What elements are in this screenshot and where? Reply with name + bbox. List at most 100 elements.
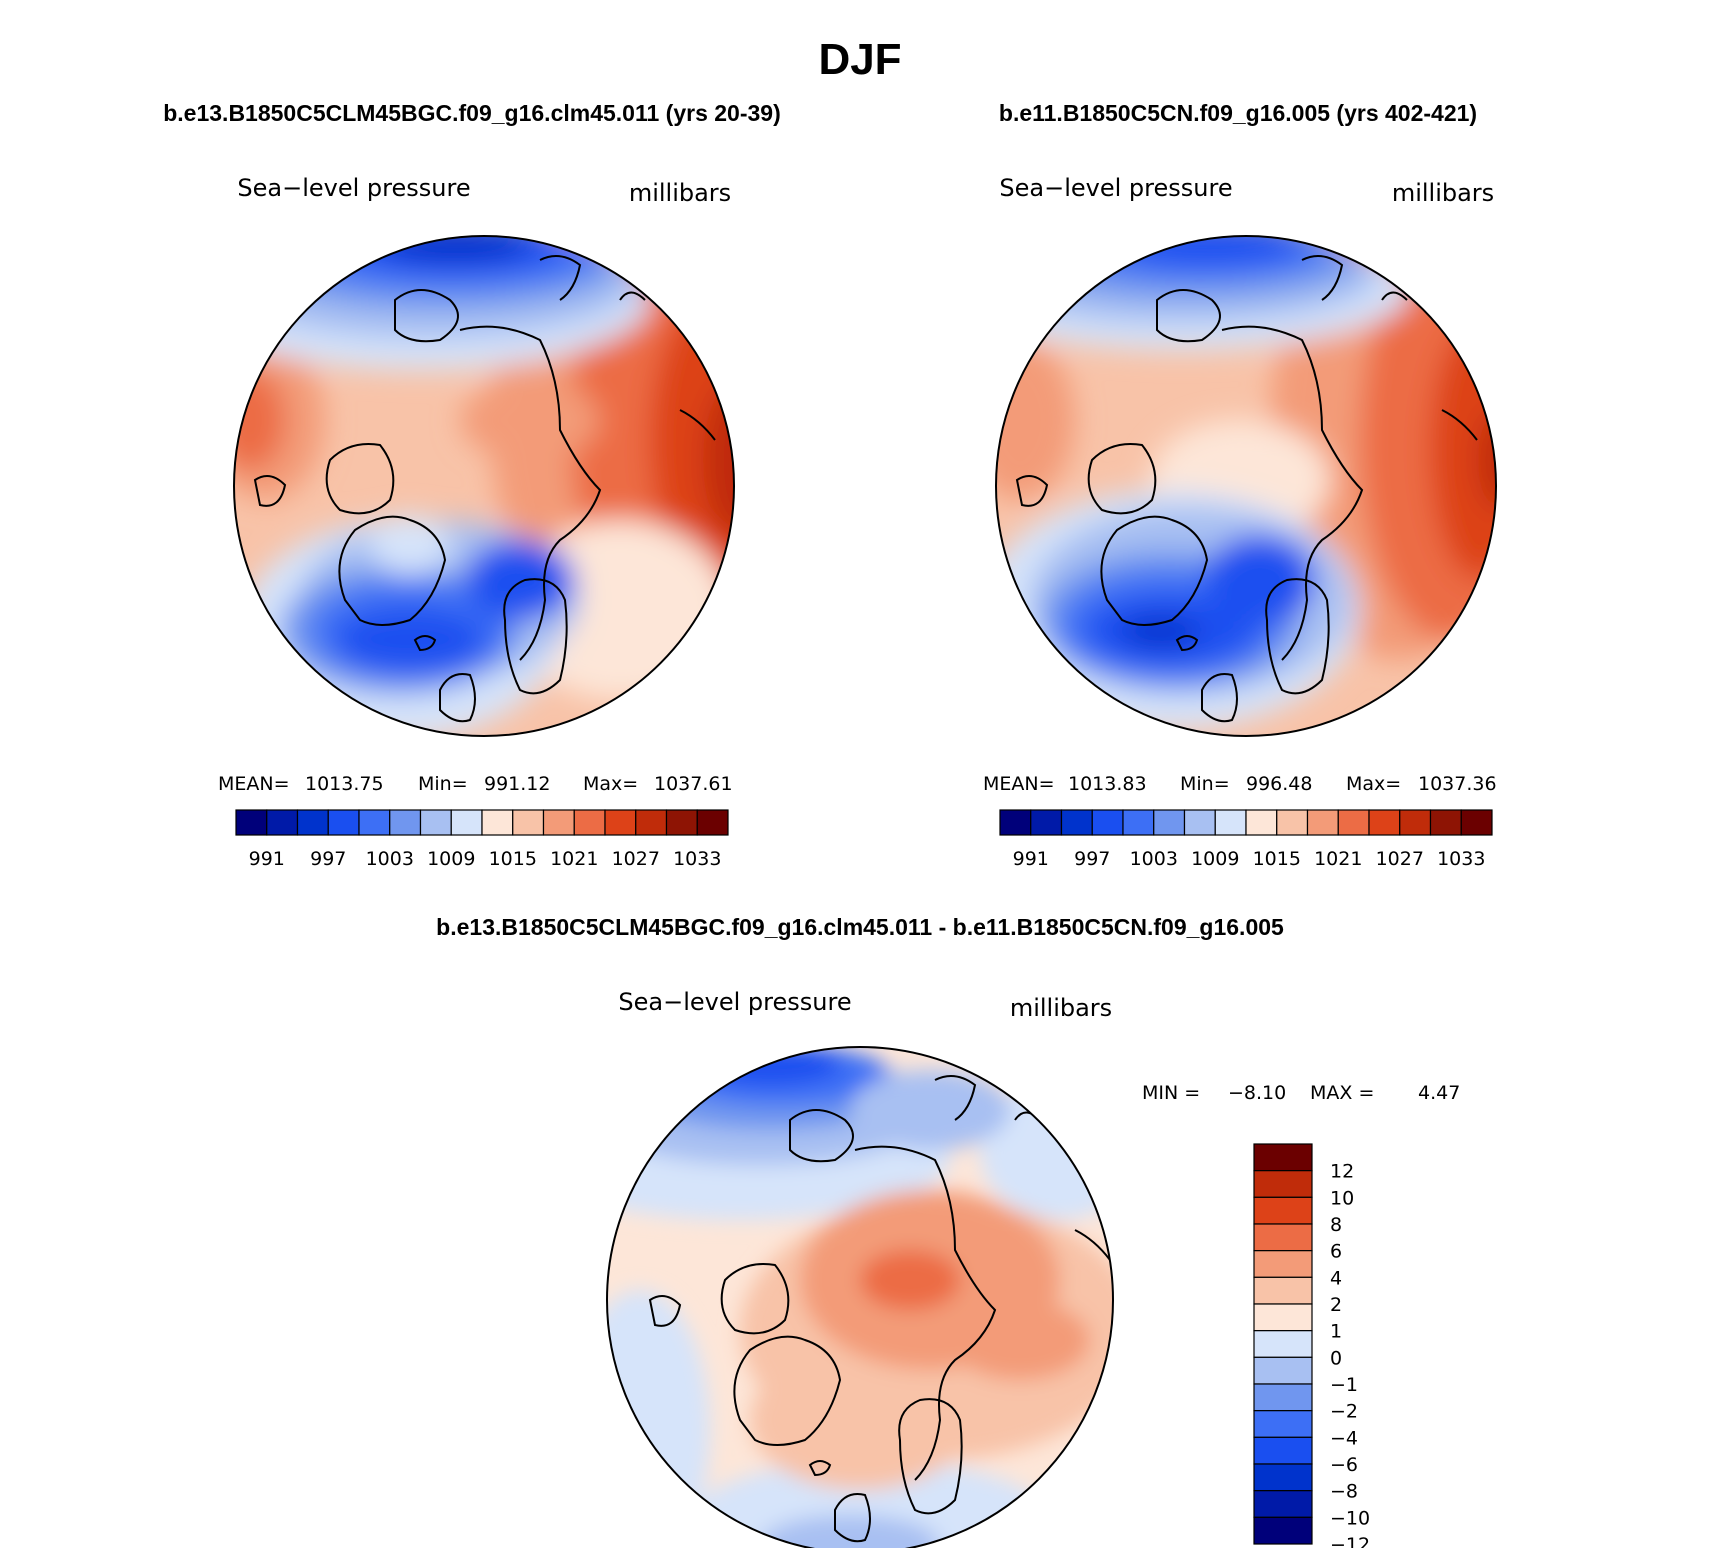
page-title: DJF (818, 35, 901, 84)
case2-min-label: Min= (1180, 773, 1230, 795)
case1-colorbar-box-4 (358, 809, 391, 836)
case2-colorbar-box-15 (1460, 809, 1493, 836)
case2-colorbar-box-12 (1368, 809, 1401, 836)
diff-colorbar-label-13: −10 (1330, 1507, 1370, 1529)
diff-title: b.e13.B1850C5CLM45BGC.f09_g16.clm45.011 … (436, 914, 1284, 940)
case1-units-label: millibars (629, 179, 731, 207)
case1-colorbar-box-5 (389, 809, 422, 836)
case1-colorbar-label-4: 1015 (489, 848, 537, 870)
diff-colorbar-box-5 (1253, 1276, 1313, 1305)
diff-variable-label: Sea−level pressure (618, 988, 851, 1016)
case1-colorbar-label-1: 997 (310, 848, 346, 870)
case1-colorbar-box-1 (266, 809, 299, 836)
diff-colorbar-box-10 (1253, 1410, 1313, 1438)
diff-max-value: 4.47 (1418, 1082, 1460, 1104)
case1-colorbar-label-6: 1027 (612, 848, 660, 870)
diff-min-value: −8.10 (1228, 1082, 1286, 1104)
case1-colorbar-label-0: 991 (249, 848, 285, 870)
diff-colorbar-box-1 (1253, 1170, 1313, 1198)
case2-title: b.e11.B1850C5CN.f09_g16.005 (yrs 402-421… (999, 100, 1477, 126)
case2-field-layers (996, 236, 1496, 730)
diff-colorbar-label-12: −8 (1330, 1481, 1358, 1503)
diff-colorbar-box-7 (1253, 1330, 1313, 1358)
diff-colorbar-box-9 (1253, 1383, 1313, 1412)
case2-colorbar-box-5 (1153, 809, 1186, 836)
diff-colorbar-box-2 (1253, 1196, 1313, 1225)
case2-colorbar-label-5: 1021 (1314, 848, 1362, 870)
diff-colorbar-box-3 (1253, 1223, 1313, 1252)
case2-stats: MEAN= 1013.83 Min= 996.48 Max= 1037.36 (983, 773, 1497, 795)
diff-map-border (606, 1046, 1114, 1548)
case2-colorbar-box-6 (1183, 809, 1216, 836)
diff-colorbar-label-0: 12 (1330, 1161, 1354, 1183)
case1-colorbar-box-7 (450, 809, 483, 836)
case1-stats: MEAN= 1013.75 Min= 991.12 Max= 1037.61 (218, 773, 733, 795)
case1-title: b.e13.B1850C5CLM45BGC.f09_g16.clm45.011 … (163, 100, 781, 126)
case2-colorbar-label-7: 1033 (1437, 848, 1485, 870)
case2-colorbar-box-13 (1399, 809, 1432, 836)
panel-case1: b.e13.B1850C5CLM45BGC.f09_g16.clm45.011 … (163, 100, 781, 870)
case2-max-value: 1037.36 (1418, 773, 1497, 795)
case1-colorbar-box-14 (665, 809, 698, 836)
case2-colorbar-labels: 991 997 1003 1009 1015 1021 1027 1033 (1013, 848, 1486, 870)
case2-colorbar-box-11 (1337, 809, 1370, 836)
diff-colorbar-label-8: −1 (1330, 1374, 1358, 1396)
case2-map-border (995, 235, 1497, 737)
diff-colorbar-box-14 (1253, 1516, 1313, 1545)
case2-colorbar-label-2: 1003 (1130, 848, 1178, 870)
case1-variable-label: Sea−level pressure (237, 174, 470, 202)
case2-variable-label: Sea−level pressure (999, 174, 1232, 202)
case2-min-value: 996.48 (1246, 773, 1312, 795)
diff-colorbar-label-9: −2 (1330, 1401, 1358, 1423)
diff-colorbar-label-4: 4 (1330, 1267, 1342, 1289)
diff-colorbar-box-0 (1253, 1143, 1313, 1172)
case1-colorbar-box-6 (419, 809, 452, 836)
case2-colorbar-box-9 (1276, 809, 1309, 836)
case1-colorbar-labels: 991 997 1003 1009 1015 1021 1027 1033 (249, 848, 722, 870)
diff-colorbar-label-5: 2 (1330, 1294, 1342, 1316)
panel-diff: b.e13.B1850C5CLM45BGC.f09_g16.clm45.011 … (436, 914, 1460, 1548)
diff-colorbar-label-1: 10 (1330, 1187, 1354, 1209)
case1-colorbar-box-3 (327, 809, 360, 836)
diff-colorbar-label-2: 8 (1330, 1214, 1342, 1236)
case1-colorbar-box-13 (635, 809, 668, 836)
case2-mean-label: MEAN= (983, 773, 1055, 795)
case2-mean-value: 1013.83 (1068, 773, 1147, 795)
diff-colorbar-label-14: −12 (1330, 1534, 1370, 1548)
case2-coastlines (1015, 255, 1478, 723)
diff-colorbar-label-10: −4 (1330, 1427, 1358, 1449)
case1-colorbar-box-9 (512, 809, 545, 836)
case1-colorbar (235, 809, 729, 836)
case2-colorbar (999, 809, 1493, 836)
case2-colorbar-label-4: 1015 (1253, 848, 1301, 870)
diff-coastlines (648, 1075, 1111, 1543)
diff-colorbar-label-3: 6 (1330, 1241, 1342, 1263)
case2-colorbar-label-6: 1027 (1376, 848, 1424, 870)
case2-colorbar-box-3 (1091, 809, 1124, 836)
panel-case2: b.e11.B1850C5CN.f09_g16.005 (yrs 402-421… (983, 100, 1497, 870)
case1-colorbar-label-7: 1033 (673, 848, 721, 870)
case1-min-label: Min= (418, 773, 468, 795)
case1-map (234, 236, 734, 736)
case2-units-label: millibars (1392, 179, 1494, 207)
diff-stats: MIN = −8.10 MAX = 4.47 (1142, 1082, 1460, 1104)
case1-coastlines (253, 255, 716, 723)
case1-map-border (233, 235, 735, 737)
diff-colorbar (1253, 1143, 1313, 1545)
case2-max-label: Max= (1346, 773, 1401, 795)
diff-map (607, 1047, 1113, 1548)
case1-colorbar-box-10 (542, 809, 575, 836)
diff-colorbar-box-12 (1253, 1463, 1313, 1492)
diff-colorbar-box-11 (1253, 1436, 1313, 1465)
case2-colorbar-label-0: 991 (1013, 848, 1049, 870)
case1-mean-value: 1013.75 (305, 773, 384, 795)
case2-map (996, 236, 1496, 736)
diff-field-layers (607, 1047, 1113, 1548)
case2-colorbar-box-1 (1030, 809, 1063, 836)
diff-colorbar-label-7: 0 (1330, 1347, 1342, 1369)
diff-units-label: millibars (1010, 994, 1112, 1022)
case1-min-value: 991.12 (484, 773, 550, 795)
case2-colorbar-box-10 (1306, 809, 1339, 836)
diff-min-label: MIN = (1142, 1082, 1200, 1104)
